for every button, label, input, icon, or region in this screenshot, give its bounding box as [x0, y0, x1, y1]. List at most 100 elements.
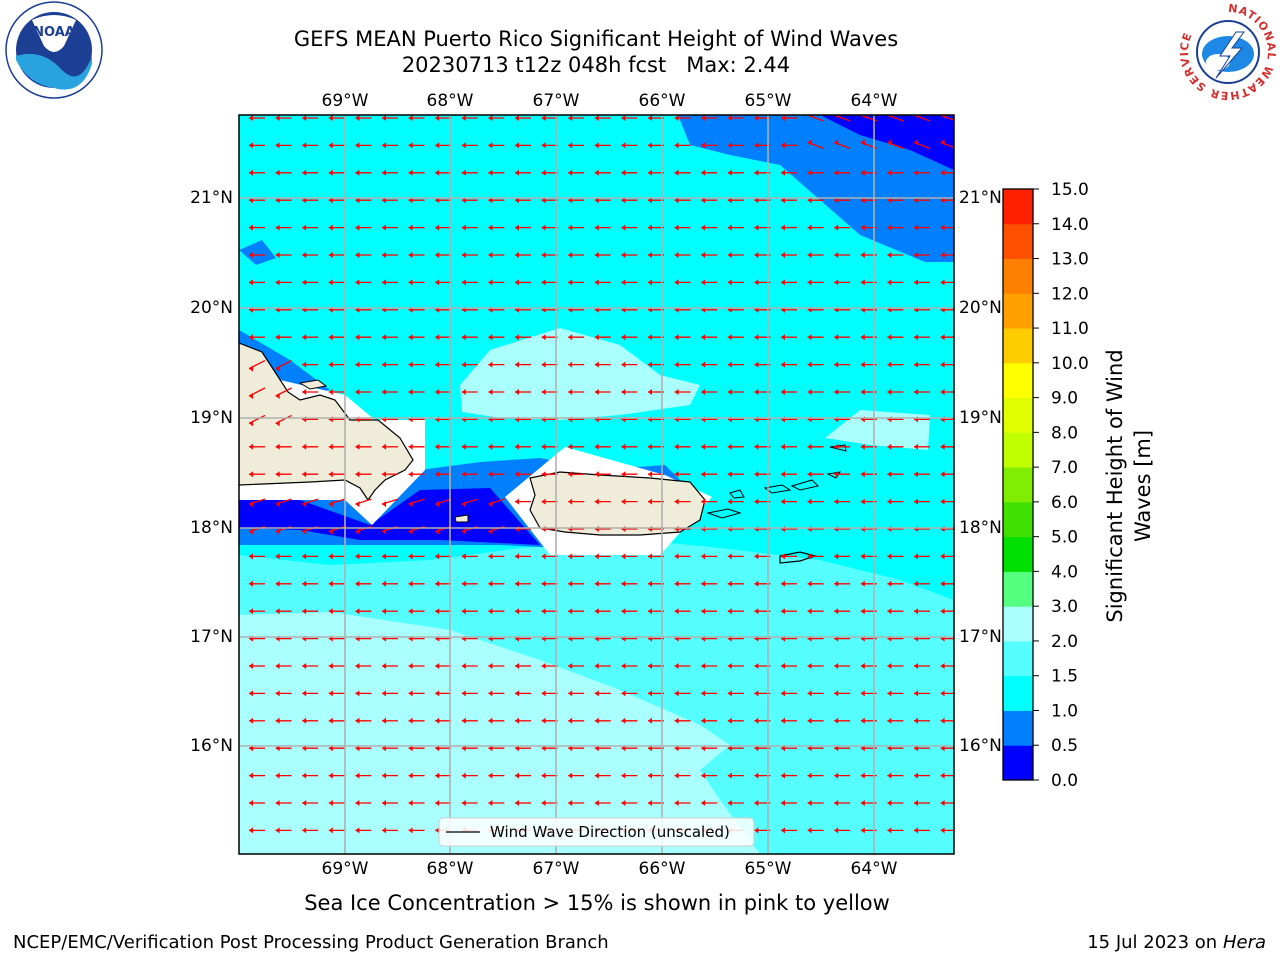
wave-arrow-head — [887, 745, 892, 752]
wave-arrow-head — [382, 416, 386, 423]
wave-arrow-head — [435, 827, 440, 834]
puerto-rico-land — [529, 471, 706, 536]
wave-arrow-head — [754, 252, 759, 258]
wave-arrow-head — [541, 142, 546, 149]
wave-arrow-head — [488, 279, 493, 286]
wave-arrow-head — [541, 580, 546, 587]
title-line-1: GEFS MEAN Puerto Rico Significant Height… — [293, 27, 899, 51]
wave-arrow-head — [408, 827, 413, 834]
wave-arrow-head — [701, 745, 706, 752]
wave-arrow-head — [541, 498, 546, 505]
wave-arrow-head — [807, 608, 812, 615]
wave-arrow-head — [435, 772, 440, 779]
wave-arrow-head — [275, 169, 280, 176]
wave-arrow-head — [594, 252, 599, 258]
wave-arrow-head — [541, 115, 546, 121]
wave-arrow-head — [461, 800, 466, 806]
wave-arrow-head — [887, 361, 892, 368]
nws-logo: NATIONAL WEATHER SERVICE — [1178, 2, 1277, 102]
colorbar-swatch-0 — [1003, 745, 1033, 781]
st-croix-island — [779, 551, 818, 564]
wave-arrow-head — [488, 197, 493, 204]
wave-arrow-head — [275, 608, 280, 615]
wave-arrow-head — [275, 420, 280, 427]
wave-arrow-head — [382, 279, 386, 286]
wave-arrow-head — [834, 690, 839, 697]
wave-arrow-head — [834, 197, 839, 204]
wave-arrow-head — [435, 142, 440, 149]
wave-arrow-head — [461, 115, 466, 121]
wave-arrow-head — [302, 717, 307, 724]
wave-arrow-head — [807, 772, 812, 779]
wave-arrow-head — [408, 169, 413, 176]
wave-arrow-head — [355, 306, 360, 313]
wave-arrow-head — [302, 115, 307, 121]
wave-arrow-head — [727, 608, 732, 615]
wave-arrow-head — [461, 608, 466, 615]
wave-arrow-head — [701, 827, 706, 834]
wave-arrow-head — [674, 608, 679, 615]
wave-arrow-head — [408, 501, 413, 508]
wave-arrow-head — [568, 690, 573, 697]
wave-arrow-head — [408, 334, 413, 341]
wave-arrow-head — [727, 389, 732, 395]
wave-arrow-head — [302, 501, 307, 508]
wave-arrow-head — [355, 334, 360, 341]
wave-arrow-head — [408, 553, 413, 560]
wave-arrow-head — [568, 498, 573, 505]
wave-arrow-head — [860, 498, 865, 505]
colorbar-swatch-16 — [1003, 189, 1033, 225]
wave-arrow-head — [594, 608, 599, 615]
wave-arrow-head — [621, 635, 626, 642]
wave-arrow-head — [914, 224, 918, 231]
wave-arrow-head — [382, 528, 386, 535]
colorbar-swatch-7 — [1003, 501, 1033, 538]
wave-arrow-head — [275, 334, 280, 341]
wave-arrow-head — [940, 197, 945, 204]
wave-arrow-head — [541, 279, 546, 286]
wave-arrow-head — [834, 471, 839, 478]
wave-arrow-head — [940, 361, 945, 368]
colorbar-swatch-1 — [1003, 710, 1033, 746]
wave-arrow-head — [382, 169, 386, 176]
wave-arrow-head — [328, 471, 333, 478]
ocean-base — [239, 115, 954, 854]
wave-arrow-head — [887, 115, 892, 118]
wave-arrow-head — [461, 553, 466, 560]
wave-arrow-head — [382, 224, 386, 231]
wave-arrow-head — [382, 389, 386, 395]
wave-arrow-head — [701, 635, 706, 642]
wave-arrow-head — [408, 717, 413, 724]
wave-arrow-head — [488, 416, 493, 423]
wave-arrow — [275, 525, 292, 533]
wave-arrow-head — [860, 252, 865, 258]
wave-arrow — [833, 141, 851, 150]
wave-arrow-head — [674, 142, 679, 149]
wave-arrow-head — [249, 197, 253, 204]
colorbar-tick-label-10: 8.0 — [1051, 423, 1078, 443]
wave-arrow-head — [302, 772, 307, 779]
wave-arrow-head — [275, 827, 280, 834]
wave-arrow-head — [488, 471, 493, 478]
wave-arrow-head — [834, 553, 839, 560]
wave-arrow-head — [461, 169, 466, 176]
lon-label-bottom-4: 65°W — [745, 859, 792, 879]
wave-arrow-head — [408, 690, 413, 697]
wave-arrow-head — [940, 690, 945, 697]
wave-arrow-head — [834, 800, 839, 806]
wave-arrow-head — [807, 690, 812, 697]
wave-arrow — [940, 141, 954, 149]
wave-arrow-head — [328, 334, 333, 341]
wave-arrow-head — [887, 224, 892, 231]
lon-label-bottom-2: 67°W — [533, 859, 580, 879]
anegada-island — [826, 471, 842, 479]
wave-arrow-head — [461, 528, 466, 535]
wave-arrow-head — [860, 197, 865, 204]
wave-arrow-head — [382, 800, 386, 806]
wave-arrow-head — [302, 608, 307, 615]
wave-arrow-head — [914, 498, 918, 505]
wave-arrow-head — [834, 772, 839, 779]
wave-arrow-head — [275, 553, 280, 560]
wave-arrow-head — [860, 800, 865, 806]
wave-arrow-head — [435, 800, 440, 806]
